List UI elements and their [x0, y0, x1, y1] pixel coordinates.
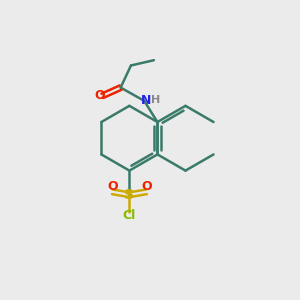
- Text: O: O: [94, 89, 105, 102]
- Text: O: O: [141, 180, 152, 193]
- Text: S: S: [124, 188, 134, 202]
- Text: O: O: [107, 180, 118, 193]
- Text: Cl: Cl: [123, 209, 136, 222]
- Text: H: H: [151, 95, 160, 105]
- Text: N: N: [141, 94, 152, 107]
